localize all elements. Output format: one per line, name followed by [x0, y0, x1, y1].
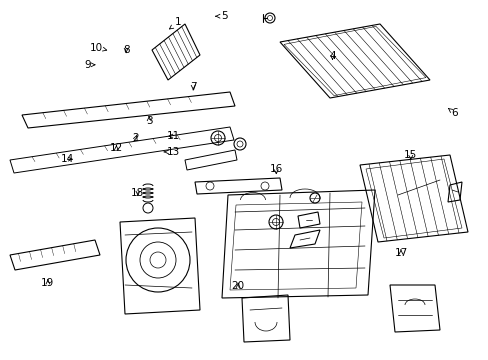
- Text: 9: 9: [84, 60, 95, 70]
- Text: 12: 12: [109, 143, 123, 153]
- Text: 2: 2: [132, 132, 139, 143]
- Text: 19: 19: [41, 278, 55, 288]
- Text: 8: 8: [122, 45, 129, 55]
- Text: 10: 10: [90, 42, 106, 53]
- Text: 6: 6: [447, 108, 457, 118]
- Text: 20: 20: [231, 281, 244, 291]
- Text: 14: 14: [61, 154, 74, 164]
- Text: 16: 16: [269, 164, 283, 174]
- Text: 7: 7: [189, 82, 196, 92]
- Text: 18: 18: [131, 188, 144, 198]
- Text: 17: 17: [393, 248, 407, 258]
- Text: 3: 3: [145, 116, 152, 126]
- Text: 15: 15: [403, 150, 417, 160]
- Text: 11: 11: [166, 131, 180, 141]
- Text: 5: 5: [215, 11, 228, 21]
- Text: 13: 13: [164, 147, 180, 157]
- Text: 1: 1: [169, 17, 182, 29]
- Text: 4: 4: [328, 51, 335, 61]
